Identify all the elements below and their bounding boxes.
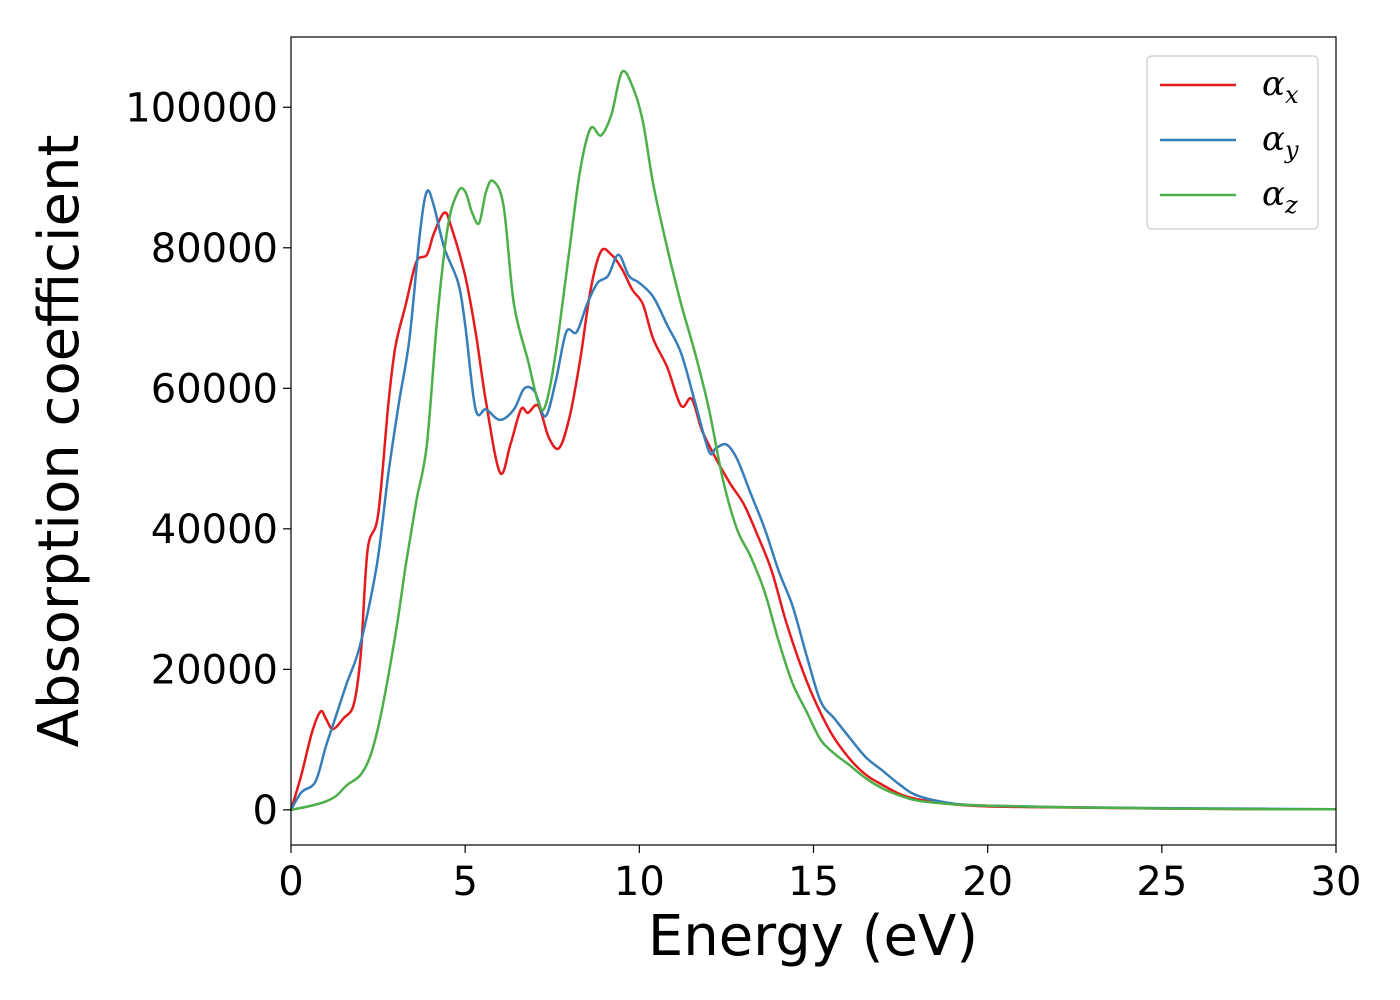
y-tick-label: 40000 <box>151 507 278 553</box>
y-tick-label: 0 <box>253 788 278 834</box>
legend-label-z: αz <box>1262 174 1298 219</box>
x-axis-title: Energy (eV) <box>648 904 978 969</box>
x-tick-label: 15 <box>788 859 839 905</box>
x-tick-label: 25 <box>1136 859 1187 905</box>
series-line-z <box>290 69 1337 812</box>
x-tick-label: 30 <box>1311 859 1362 905</box>
legend: αx αy αz <box>1146 55 1319 230</box>
y-tick-label: 100000 <box>125 85 278 131</box>
series-line-y <box>289 189 1337 811</box>
x-tick-label: 10 <box>614 859 665 905</box>
series-line-x <box>289 211 1337 811</box>
y-tick-label: 60000 <box>151 366 278 412</box>
legend-label-x: αx <box>1262 64 1299 109</box>
x-tick-label: 0 <box>278 859 303 905</box>
series-layer <box>289 69 1337 812</box>
legend-box <box>1146 55 1319 230</box>
y-tick-label: 20000 <box>151 647 278 693</box>
y-axis: 0 20000 40000 60000 80000 100000 <box>125 85 291 834</box>
y-tick-label: 80000 <box>151 226 278 272</box>
x-tick-label: 5 <box>452 859 477 905</box>
x-tick-label: 20 <box>962 859 1013 905</box>
y-axis-title: Absorption coefficient <box>27 135 92 748</box>
legend-label-y: αy <box>1262 119 1299 164</box>
x-axis: 0 5 10 15 20 25 30 <box>278 845 1361 905</box>
